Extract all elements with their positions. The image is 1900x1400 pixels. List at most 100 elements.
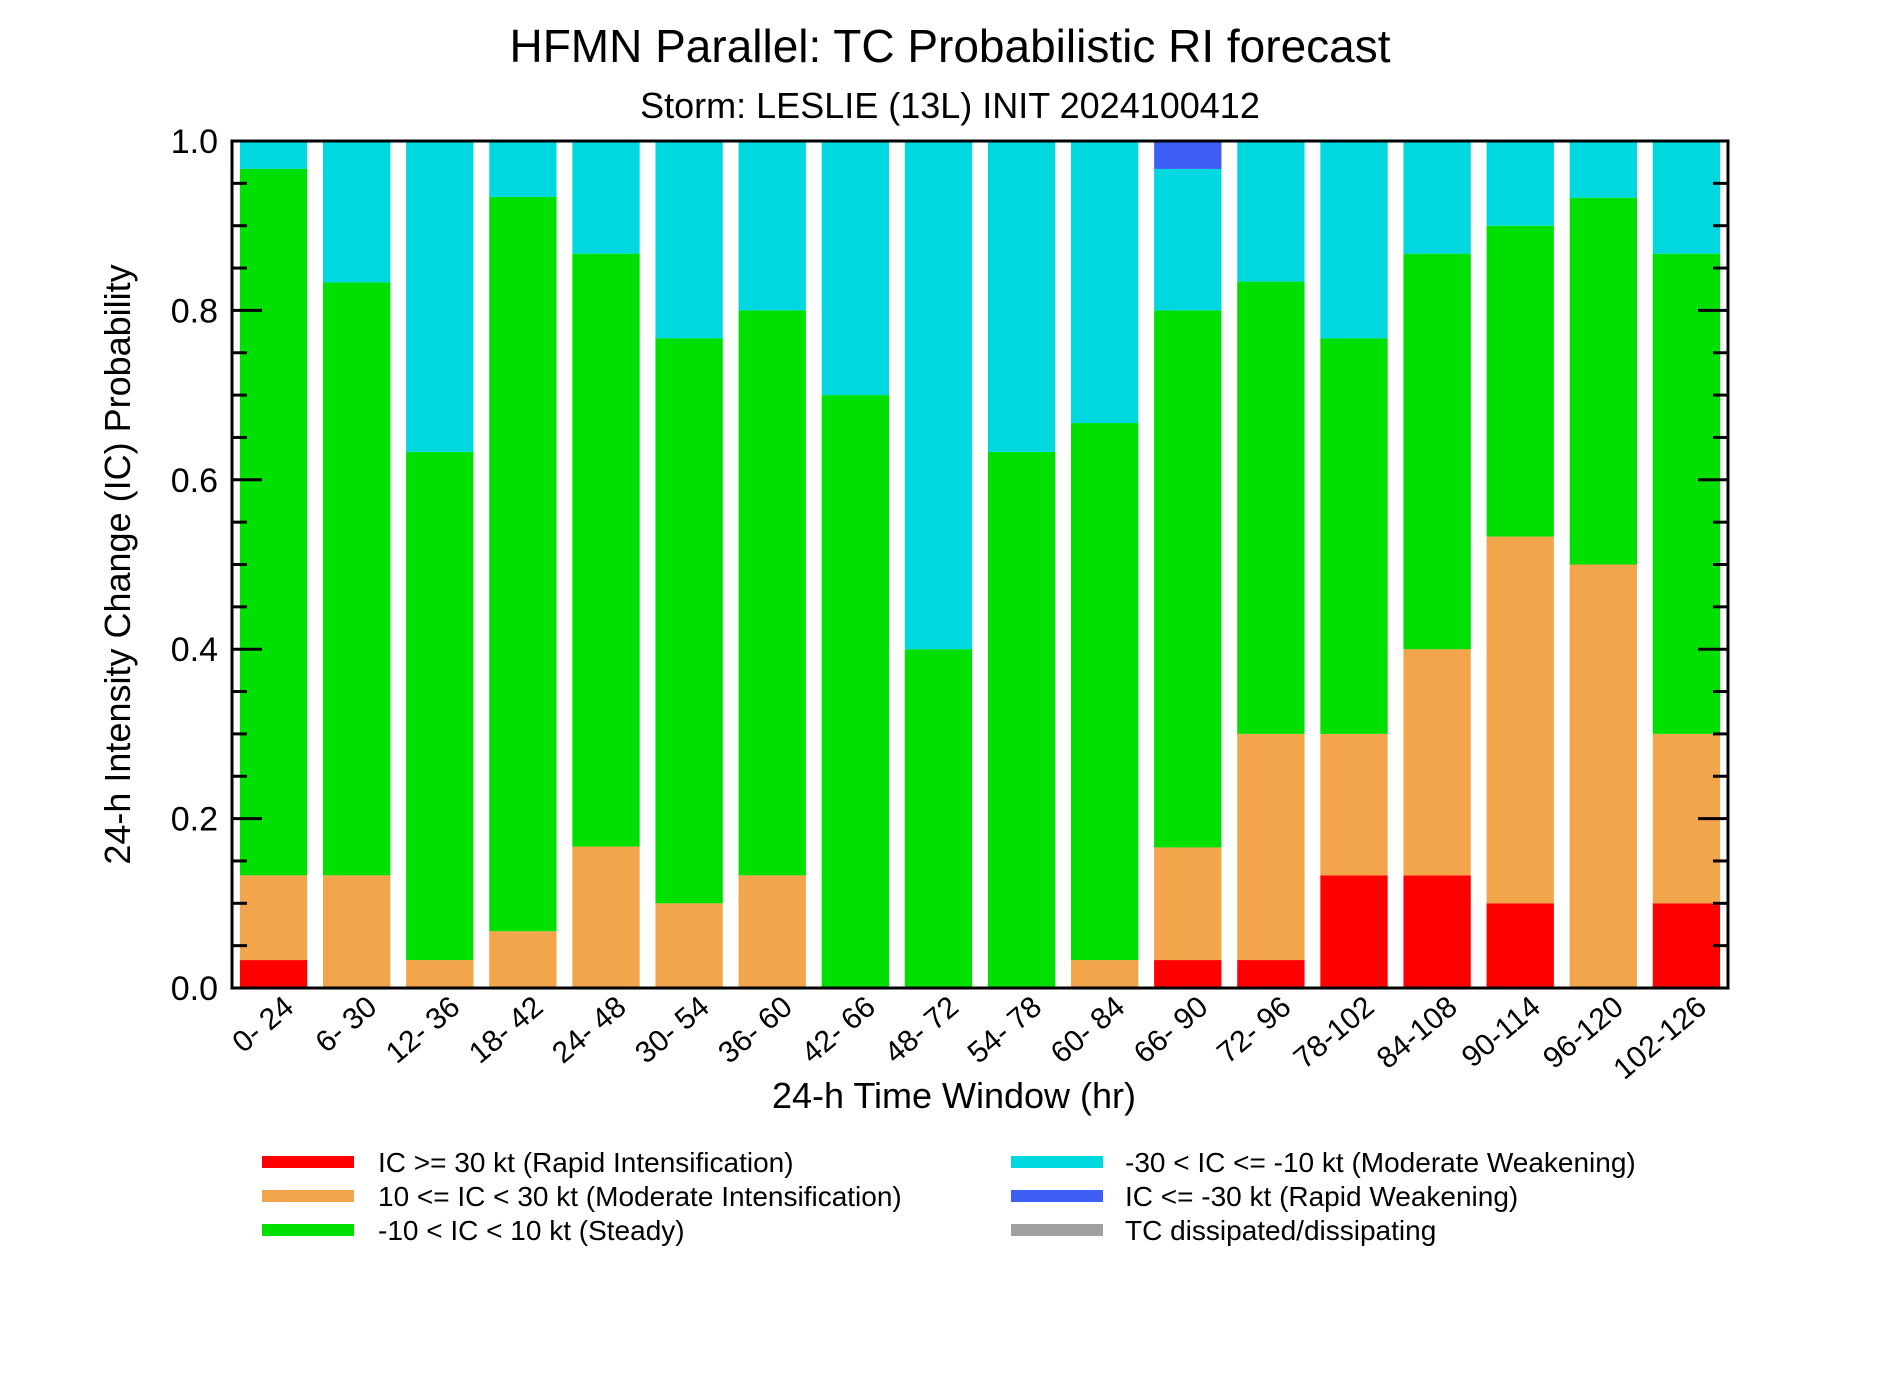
x-tick-label: 6- 30 <box>310 990 384 1059</box>
x-tick-label: 102-126 <box>1607 990 1713 1086</box>
bar-segment <box>1071 423 1139 961</box>
bar-segment <box>1154 310 1222 848</box>
x-tick-label: 72- 96 <box>1211 990 1297 1070</box>
bar-segment <box>572 253 640 847</box>
bar-segment <box>489 931 557 988</box>
bar-segment <box>738 310 806 876</box>
bar-segment <box>1320 338 1388 734</box>
bar-segment <box>1320 141 1388 339</box>
legend-swatch <box>262 1224 354 1236</box>
y-tick-label: 0.2 <box>171 801 218 839</box>
y-tick-label: 0.8 <box>171 292 218 330</box>
x-tick-label: 36- 60 <box>712 990 798 1070</box>
bar-segment <box>239 168 308 876</box>
x-tick-label: 24- 48 <box>546 990 632 1070</box>
bar-segment <box>1320 875 1388 988</box>
legend-swatch <box>1011 1224 1103 1236</box>
x-tick-label: 60- 84 <box>1045 990 1131 1070</box>
y-axis-label: 24-h Intensity Change (IC) Probability <box>97 264 138 864</box>
bar-segment <box>655 338 723 904</box>
legend-label: IC <= -30 kt (Rapid Weakening) <box>1125 1181 1518 1212</box>
legend-label: -10 < IC < 10 kt (Steady) <box>378 1215 685 1246</box>
bar-segment <box>1154 141 1222 169</box>
bar-segment <box>239 960 308 988</box>
bar-segment <box>904 649 973 988</box>
bar-segment <box>1154 960 1222 988</box>
bar-segment <box>406 451 474 961</box>
bar-segment <box>738 875 806 988</box>
bars-group <box>239 141 1721 989</box>
bar-segment <box>1237 281 1305 734</box>
chart-title: HFMN Parallel: TC Probabilistic RI forec… <box>509 20 1390 72</box>
bar-segment <box>987 451 1056 989</box>
legend-swatch <box>1011 1190 1103 1202</box>
bar-segment <box>1652 903 1721 988</box>
legend-label: -30 < IC <= -10 kt (Moderate Weakening) <box>1125 1147 1636 1178</box>
bar-segment <box>1486 141 1554 226</box>
x-tick-label: 66- 90 <box>1128 990 1214 1070</box>
bar-segment <box>1569 564 1637 988</box>
bar-segment <box>572 846 640 988</box>
bar-segment <box>1569 197 1637 565</box>
bar-segment <box>1486 903 1554 988</box>
bar-segment <box>1403 253 1471 650</box>
legend-swatch <box>262 1156 354 1168</box>
x-tick-label: 84-108 <box>1371 990 1464 1075</box>
bar-segment <box>406 960 474 988</box>
bar-segment <box>1403 875 1471 988</box>
bar-segment <box>239 875 308 961</box>
bar-segment <box>738 141 806 311</box>
bar-segment <box>1569 141 1637 198</box>
x-tick-label: 90-114 <box>1456 990 1547 1074</box>
bar-segment <box>1652 253 1721 734</box>
x-tick-label: 54- 78 <box>962 990 1048 1070</box>
bar-segment <box>572 141 640 254</box>
y-tick-label: 1.0 <box>171 123 218 161</box>
bar-segment <box>1237 141 1305 282</box>
bar-segment <box>1237 733 1305 961</box>
bar-segment <box>821 395 889 989</box>
bar-segment <box>489 196 557 932</box>
y-tick-label: 0.6 <box>171 462 218 500</box>
bar-segment <box>1486 536 1554 904</box>
legend-swatch <box>1011 1156 1103 1168</box>
y-tick-label: 0.0 <box>171 970 218 1008</box>
bar-segment <box>821 141 889 396</box>
bar-segment <box>655 141 723 339</box>
bar-segment <box>987 141 1056 452</box>
bar-segment <box>406 141 474 452</box>
bar-segment <box>1071 141 1139 424</box>
legend-label: 10 <= IC < 30 kt (Moderate Intensificati… <box>378 1181 902 1212</box>
bar-segment <box>1071 960 1139 988</box>
bar-segment <box>1403 141 1471 254</box>
legend-label: IC >= 30 kt (Rapid Intensification) <box>378 1147 794 1178</box>
bar-segment <box>1237 960 1305 988</box>
bar-segment <box>1154 168 1222 311</box>
legend: IC >= 30 kt (Rapid Intensification)10 <=… <box>262 1147 1636 1246</box>
x-tick-label: 0- 24 <box>226 990 300 1059</box>
bar-segment <box>239 141 308 169</box>
x-tick-label: 48- 72 <box>879 990 965 1070</box>
bar-segment <box>1652 141 1721 254</box>
chart-subtitle: Storm: LESLIE (13L) INIT 2024100412 <box>640 85 1260 126</box>
bar-segment <box>1320 733 1388 876</box>
bar-segment <box>904 141 973 650</box>
bar-segment <box>1154 847 1222 961</box>
bar-segment <box>1486 225 1554 537</box>
x-tick-label: 18- 42 <box>463 990 549 1070</box>
x-tick-label: 12- 36 <box>380 990 466 1070</box>
bar-segment <box>1403 649 1471 876</box>
legend-label: TC dissipated/dissipating <box>1125 1215 1436 1246</box>
x-axis-label: 24-h Time Window (hr) <box>772 1075 1136 1116</box>
bar-segment <box>323 141 391 283</box>
bar-segment <box>323 875 391 988</box>
x-tick-label: 78-102 <box>1288 990 1381 1075</box>
bar-segment <box>323 282 391 876</box>
bar-segment <box>489 141 557 197</box>
y-tick-label: 0.4 <box>171 631 218 669</box>
bar-segment <box>655 903 723 988</box>
x-tick-label: 42- 66 <box>795 990 881 1070</box>
legend-swatch <box>262 1190 354 1202</box>
x-tick-label: 30- 54 <box>629 990 715 1070</box>
